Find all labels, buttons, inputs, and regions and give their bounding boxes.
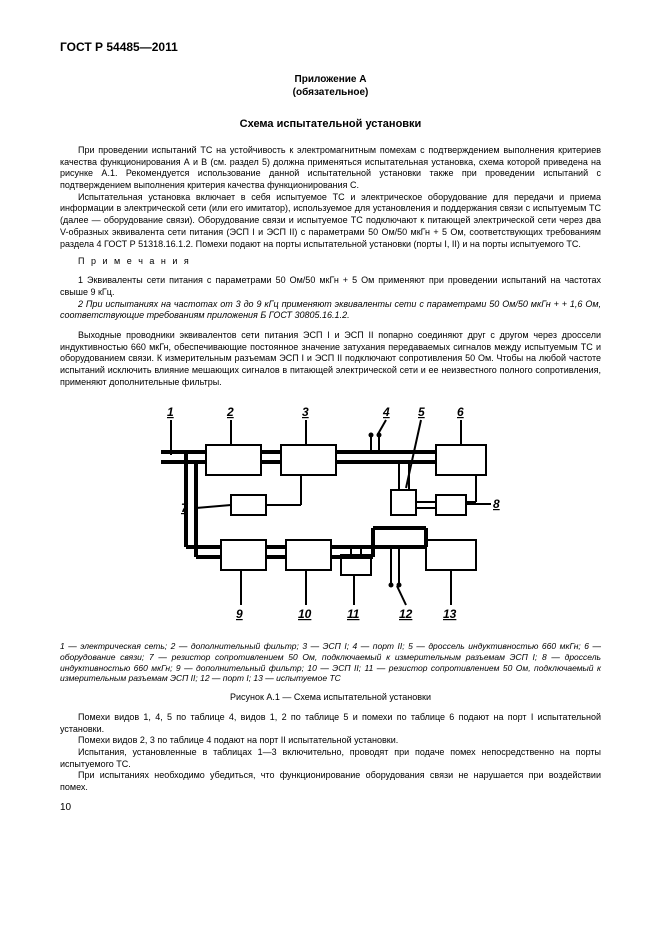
paragraph-2: Испытательная установка включает в себя … (60, 192, 601, 250)
diagram-label-10: 10 (298, 607, 312, 621)
diagram-label-4: 4 (382, 405, 390, 419)
page-number: 10 (60, 802, 601, 813)
paragraph-3: Выходные проводники эквивалентов сети пи… (60, 330, 601, 388)
paragraph-6: Испытания, установленные в таблицах 1—3 … (60, 747, 601, 770)
document-id: ГОСТ Р 54485—2011 (60, 40, 601, 54)
page: ГОСТ Р 54485—2011 Приложение А (обязател… (0, 0, 661, 833)
test-setup-diagram: 1 2 3 4 5 6 7 8 9 10 11 12 13 (131, 400, 531, 630)
paragraph-1: При проведении испытаний ТС на устойчиво… (60, 145, 601, 192)
diagram-label-8: 8 (493, 497, 500, 511)
diagram-legend: 1 — электрическая сеть; 2 — дополнительн… (60, 641, 601, 684)
appendix-title: Приложение А (60, 74, 601, 85)
figure-caption: Рисунок А.1 — Схема испытательной устано… (60, 692, 601, 702)
diagram-label-9: 9 (236, 607, 243, 621)
paragraph-4: Помехи видов 1, 4, 5 по таблице 4, видов… (60, 712, 601, 735)
diagram-wrap: 1 2 3 4 5 6 7 8 9 10 11 12 13 (60, 400, 601, 635)
paragraph-5: Помехи видов 2, 3 по таблице 4 подают на… (60, 735, 601, 747)
diagram-label-6: 6 (457, 405, 464, 419)
section-title: Схема испытательной установки (60, 118, 601, 130)
notes-header: П р и м е ч а н и я (60, 256, 601, 266)
diagram-label-2: 2 (226, 405, 234, 419)
appendix-subtitle: (обязательное) (60, 87, 601, 98)
diagram-label-3: 3 (302, 405, 309, 419)
note-2: 2 При испытаниях на частотах от 3 до 9 к… (60, 299, 601, 322)
diagram-label-5: 5 (418, 405, 425, 419)
diagram-label-13: 13 (443, 607, 457, 621)
diagram-label-11: 11 (347, 607, 360, 621)
note-1: 1 Эквиваленты сети питания с параметрами… (60, 275, 601, 298)
diagram-label-12: 12 (399, 607, 413, 621)
paragraph-7: При испытаниях необходимо убедиться, что… (60, 770, 601, 793)
diagram-label-1: 1 (167, 405, 174, 419)
